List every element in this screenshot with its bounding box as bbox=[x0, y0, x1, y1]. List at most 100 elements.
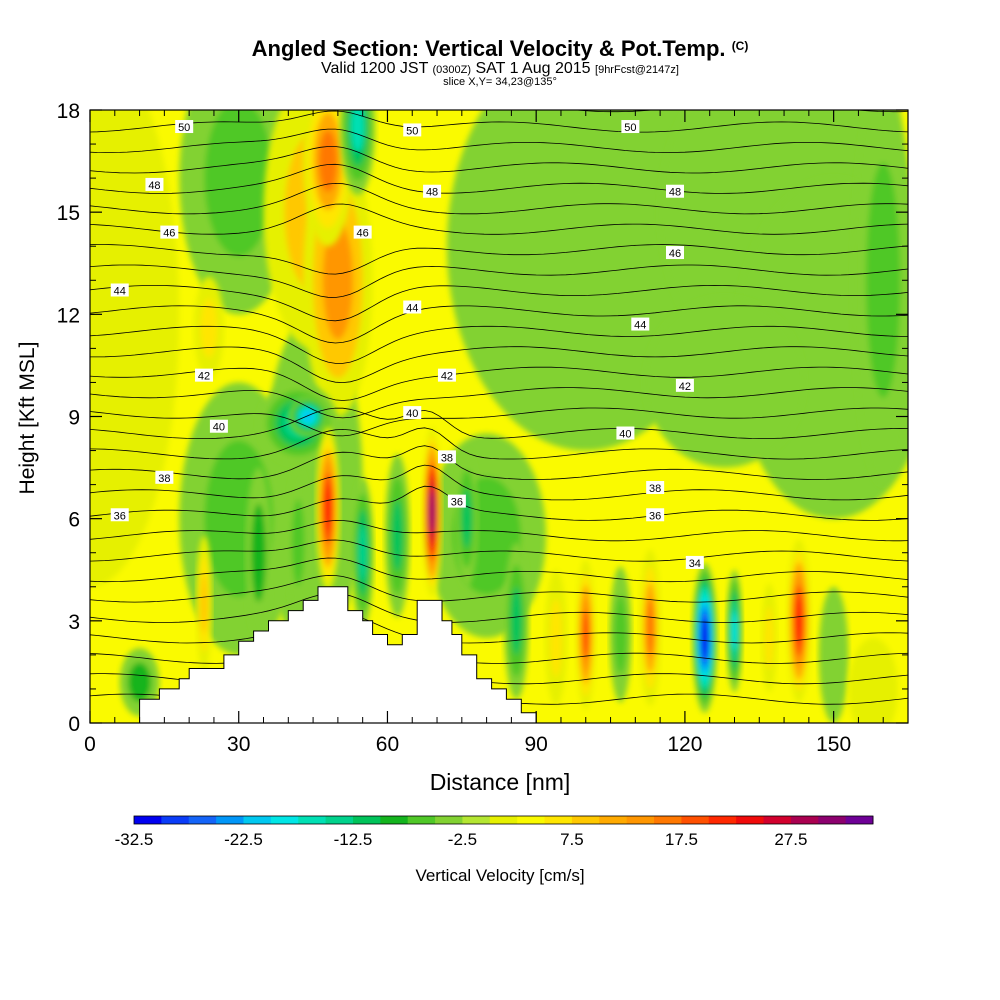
colorbar-swatch bbox=[790, 816, 819, 824]
isentrope-label-bg bbox=[631, 317, 650, 331]
isentrope-label-text: 44 bbox=[406, 303, 418, 315]
isentrope-label: 42 bbox=[195, 368, 214, 383]
isentrope-label-text: 42 bbox=[441, 371, 453, 383]
velocity-contour bbox=[200, 574, 208, 634]
velocity-contour bbox=[646, 599, 655, 657]
isentrope-line bbox=[90, 264, 908, 298]
isentrope-label-bg bbox=[675, 378, 694, 392]
colorbar-swatch bbox=[763, 816, 792, 824]
isentrope-line bbox=[90, 146, 908, 174]
isentrope-label-bg bbox=[423, 184, 442, 198]
isentrope-label-bg bbox=[110, 508, 129, 522]
y-axis-label: Height [Kft MSL] bbox=[16, 342, 39, 495]
isentrope-label-bg bbox=[353, 225, 372, 239]
isentrope-label: 46 bbox=[665, 246, 684, 260]
isentrope-line bbox=[90, 574, 908, 603]
y-tick-label: 0 bbox=[68, 713, 80, 736]
velocity-cell bbox=[848, 637, 899, 723]
velocity-cell bbox=[639, 549, 662, 706]
velocity-cell bbox=[351, 477, 374, 628]
subtitle-utc: (0300Z) bbox=[432, 64, 472, 76]
velocity-cell bbox=[609, 566, 632, 703]
isentrope-label-bg bbox=[437, 450, 456, 464]
x-tick-label: 0 bbox=[84, 733, 96, 756]
isentrope-line bbox=[90, 128, 908, 154]
isentrope-label-text: 40 bbox=[619, 429, 631, 441]
x-tick-label: 30 bbox=[227, 733, 250, 756]
colorbar-tick-label: -2.5 bbox=[448, 830, 477, 849]
colorbar-swatch bbox=[681, 816, 710, 824]
isentrope-lines bbox=[90, 110, 908, 705]
colorbar-swatch bbox=[380, 816, 409, 824]
colorbar-swatch bbox=[243, 816, 272, 824]
colorbar-swatch bbox=[325, 816, 354, 824]
velocity-cell bbox=[316, 426, 340, 591]
y-tick-label: 18 bbox=[57, 100, 80, 123]
terrain-mask bbox=[90, 586, 908, 724]
velocity-cell bbox=[384, 453, 410, 618]
isentrope-label-bg bbox=[437, 368, 456, 382]
velocity-contour bbox=[429, 490, 435, 534]
isentrope-label: 40 bbox=[616, 426, 635, 441]
velocity-cell bbox=[455, 450, 479, 587]
velocity-contour bbox=[318, 130, 337, 192]
isentrope-line bbox=[90, 366, 908, 401]
colorbar-swatch bbox=[489, 816, 518, 824]
velocity-cell bbox=[194, 276, 224, 380]
chart-subtitle: Valid 1200 JST (0300Z) SAT 1 Aug 2015 [9… bbox=[0, 60, 1000, 78]
chart-title-unit: (C) bbox=[731, 39, 749, 53]
isentrope-label: 40 bbox=[403, 406, 422, 420]
isentrope-label: 50 bbox=[175, 120, 194, 134]
velocity-cell bbox=[90, 110, 180, 587]
isentrope-line bbox=[90, 182, 908, 215]
colorbar-swatch bbox=[352, 816, 381, 824]
isentrope-label-text: 36 bbox=[114, 510, 126, 522]
colorbar-swatch bbox=[161, 816, 190, 824]
velocity-contour bbox=[90, 110, 180, 587]
colorbar-swatch bbox=[845, 816, 874, 824]
isentrope-line bbox=[90, 557, 908, 583]
colorbar-swatch bbox=[544, 816, 573, 824]
colorbar-swatch bbox=[134, 816, 162, 824]
isentrope-label: 42 bbox=[437, 368, 456, 383]
velocity-contour bbox=[302, 410, 314, 423]
isentrope-label-bg bbox=[665, 246, 684, 260]
velocity-contour bbox=[614, 595, 627, 674]
velocity-contour bbox=[251, 503, 266, 602]
plot-area: 50 50 50 48 48 48 46 46 46 44 44 44 42 42 42 40 40 40 38 38… bbox=[89, 109, 909, 724]
velocity-contour bbox=[291, 499, 305, 586]
velocity-contour bbox=[582, 610, 589, 659]
velocity-cell bbox=[787, 539, 811, 703]
isentrope-label-text: 38 bbox=[158, 473, 170, 485]
isentrope-label: 46 bbox=[353, 225, 372, 240]
isentrope-line bbox=[90, 163, 908, 194]
colorbar-swatch bbox=[626, 816, 655, 824]
isentrope-label-bg bbox=[403, 406, 422, 420]
velocity-cell bbox=[726, 569, 743, 693]
x-tick-label: 60 bbox=[376, 733, 399, 756]
velocity-contour bbox=[848, 637, 899, 723]
isentrope-line bbox=[90, 407, 908, 439]
colorbar-swatch bbox=[462, 816, 491, 824]
colorbar: -32.5 -22.5 -12.5 -2.5 7.5 17.5 27.5 bbox=[115, 815, 874, 849]
colorbar-swatch bbox=[599, 816, 628, 824]
colorbar-swatch bbox=[654, 816, 682, 824]
isentrope-label: 48 bbox=[423, 184, 442, 199]
x-axis-label: Distance [nm] bbox=[430, 769, 571, 795]
isentrope-label-bg bbox=[110, 283, 129, 297]
isentrope-label: 44 bbox=[110, 283, 129, 297]
isentrope-label-bg bbox=[685, 555, 704, 569]
isentrope-label-text: 50 bbox=[624, 122, 636, 134]
isentrope-label-bg bbox=[145, 177, 164, 191]
isentrope-label: 44 bbox=[631, 317, 650, 332]
isentrope-line bbox=[90, 325, 908, 364]
velocity-cell bbox=[245, 467, 272, 638]
velocity-cell bbox=[503, 542, 529, 700]
isentrope-line bbox=[90, 203, 908, 235]
isentrope-label: 44 bbox=[403, 300, 422, 315]
y-tick-label: 15 bbox=[57, 202, 80, 225]
velocity-cell bbox=[196, 535, 212, 672]
velocity-contour bbox=[764, 606, 774, 670]
isentrope-line bbox=[90, 519, 908, 542]
x-tick-label: 90 bbox=[525, 733, 548, 756]
